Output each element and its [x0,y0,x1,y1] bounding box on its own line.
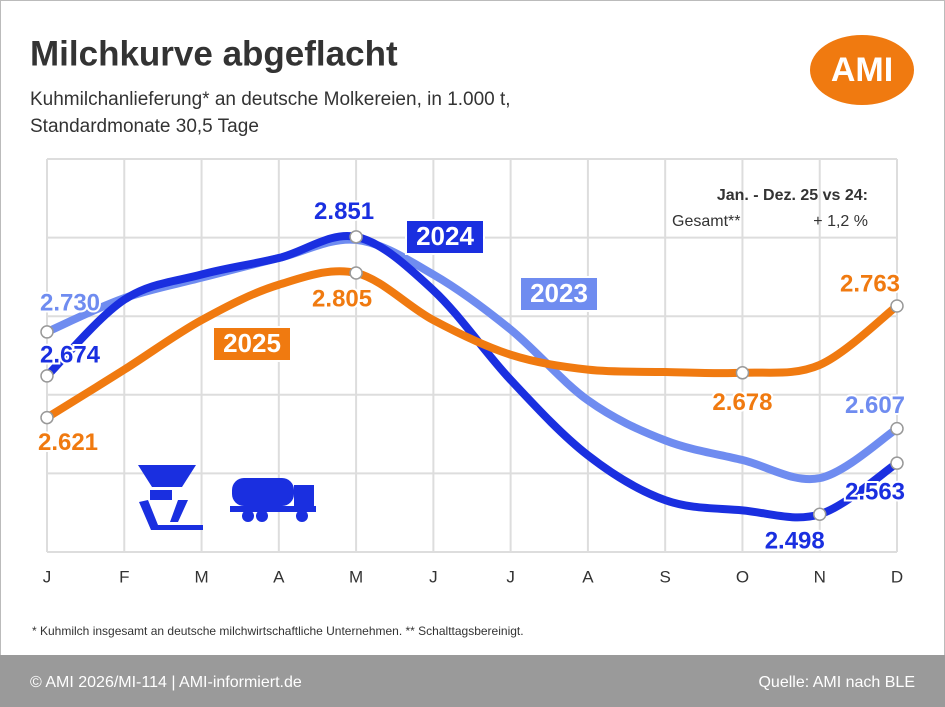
x-tick-label: A [273,567,285,586]
value-label: 2.621 [38,429,98,456]
annotation-title: Jan. - Dez. 25 vs 24: [717,187,868,204]
x-tick-label: J [506,567,515,586]
footer-right: Quelle: AMI nach BLE [758,674,915,691]
point [40,410,54,425]
legend-label: 2023 [530,278,588,308]
x-tick-label: M [349,567,363,586]
value-label: 2.730 [40,289,100,316]
x-tick-label: O [736,567,749,586]
x-tick-label: S [660,567,671,586]
legend-label: 2025 [223,328,281,358]
point [735,366,750,380]
value-label: 2.763 [840,270,900,297]
point [890,456,904,470]
value-label: 2.678 [712,389,772,416]
footer-bar [0,655,945,707]
x-tick-label: D [891,567,903,586]
value-label: 2.851 [314,198,374,225]
point [349,230,363,244]
subtitle: Kuhmilchanlieferung* an deutsche Molkere… [30,89,511,110]
logo-text: AMI [831,51,893,89]
x-tick-label: A [582,567,594,586]
point [40,325,54,339]
point [812,507,827,522]
logo [810,35,914,105]
value-label: 2.674 [40,341,101,368]
line [43,267,901,422]
series-box [405,219,485,255]
annotation-label: Gesamt** [672,213,740,230]
point [890,299,904,313]
point [40,369,54,383]
point [349,266,363,280]
x-tick-label: M [194,567,208,586]
value-label: 2.498 [765,528,825,555]
point [890,421,904,436]
annotation-value: + 1,2 % [813,213,868,230]
value-label: 2.563 [845,479,905,506]
x-tick-label: N [814,567,826,586]
series-box [519,276,599,312]
chart-title: Milchkurve abgeflacht [30,34,398,73]
footnote: * Kuhmilch insgesamt an deutsche milchwi… [32,624,524,638]
value-label: 2.805 [312,285,372,312]
legend-label: 2024 [416,221,474,251]
x-tick-label: J [43,567,52,586]
x-tick-label: F [119,567,129,586]
icons [138,465,316,530]
value-label: 2.607 [845,392,905,419]
line [43,231,901,522]
footer-left: © AMI 2026/MI-114 | AMI-informiert.de [30,674,302,691]
subtitle: Standardmonate 30,5 Tage [30,116,259,137]
series-box [212,326,292,362]
x-tick-label: J [429,567,438,586]
